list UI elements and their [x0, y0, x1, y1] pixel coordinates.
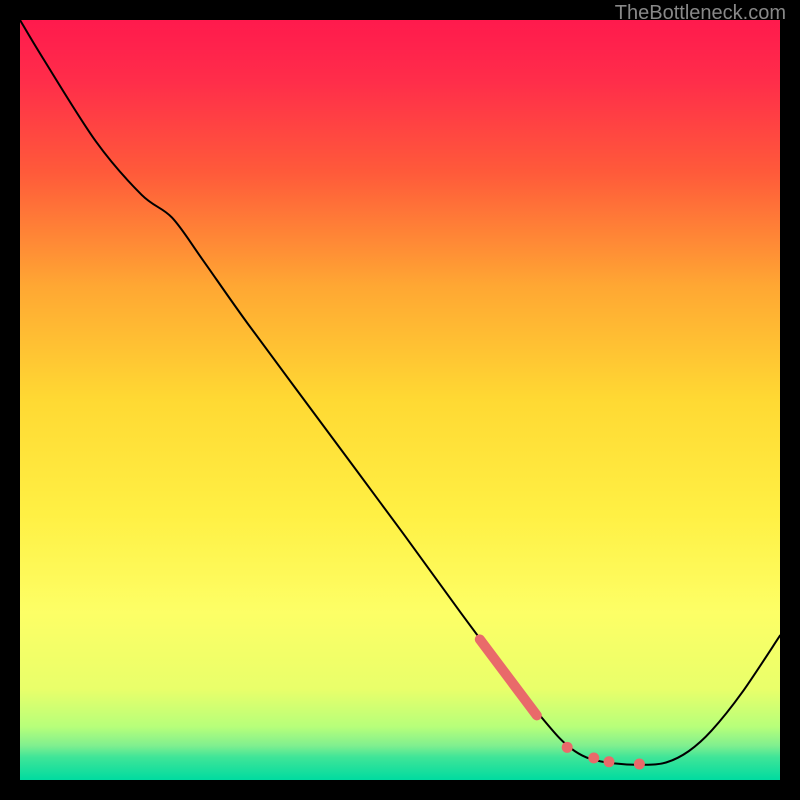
highlight-marker	[588, 752, 599, 763]
watermark-text: TheBottleneck.com	[615, 2, 786, 25]
highlight-marker	[562, 742, 573, 753]
highlight-marker	[634, 759, 645, 770]
chart-background	[20, 20, 780, 780]
chart-svg	[20, 20, 780, 780]
chart-plot-area	[20, 20, 780, 780]
highlight-marker	[604, 756, 615, 767]
